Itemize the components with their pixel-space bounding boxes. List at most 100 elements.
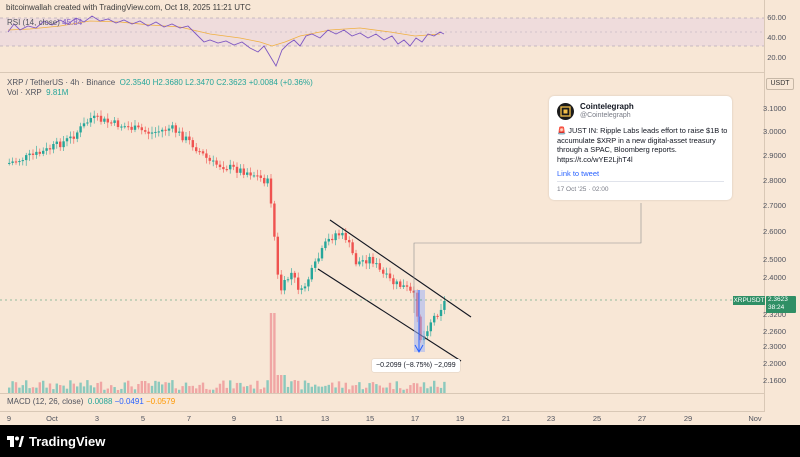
candle-body [62, 141, 65, 148]
candle-body [178, 131, 181, 133]
volume-bar [127, 380, 130, 393]
candle-body [256, 175, 259, 177]
volume-bar [388, 382, 392, 393]
time-axis-label: 21 [501, 414, 511, 423]
candle-body [31, 153, 35, 155]
candle-body [167, 128, 171, 131]
time-axis-label: 15 [365, 414, 375, 423]
candle-body [130, 126, 133, 130]
rsi-legend-name: RSI (14, close) [7, 18, 60, 27]
volume-bar [113, 387, 116, 393]
pane-separator-rsi[interactable] [0, 72, 764, 73]
candle-body [341, 232, 344, 236]
candle-body [354, 253, 358, 265]
volume-bar [178, 389, 181, 393]
volume-bar [106, 388, 109, 393]
candle-body [195, 147, 198, 152]
volume-bar [55, 383, 58, 393]
measure-label: −0.2099 (−8.75%) −2,099 [372, 359, 460, 372]
volume-bar [361, 389, 364, 393]
volume-bar [266, 380, 269, 393]
tradingview-footer: TradingView [0, 425, 800, 457]
candle-body [429, 322, 432, 332]
time-axis-label: 9 [6, 414, 12, 423]
volume-bars [8, 313, 446, 393]
time-axis-label: 19 [455, 414, 465, 423]
price-axis-2.26: 2.2600 [763, 327, 786, 336]
time-axis-label: 23 [546, 414, 556, 423]
volume-bar [307, 382, 310, 393]
volume-bar [419, 386, 422, 393]
time-axis-label: 13 [320, 414, 330, 423]
price-axis-2.15: 2.1600 [763, 376, 786, 385]
pane-separator-macd[interactable] [0, 393, 764, 394]
symbol-title[interactable]: XRP / TetherUS · 4h · Binance [7, 78, 116, 87]
volume-bar [72, 383, 75, 393]
volume-bar [249, 384, 252, 393]
volume-bar [42, 380, 45, 393]
candle-body [69, 136, 72, 139]
candle-body [334, 233, 337, 241]
volume-header: Vol · XRP 9.81M [7, 88, 68, 97]
symbol-price-tag: XRPUSDT [733, 296, 765, 305]
candle-body [324, 241, 327, 249]
volume-bar [11, 381, 14, 393]
price-axis-2.32: 2.3200 [763, 310, 786, 319]
tweet-card[interactable]: Cointelegraph @Cointelegraph 🚨 JUST IN: … [549, 96, 732, 200]
tweet-text: 🚨 JUST IN: Ripple Labs leads effort to r… [557, 126, 728, 164]
candle-body [198, 151, 201, 153]
change-value: +0.0084 (+0.36%) [248, 78, 313, 87]
price-pane[interactable] [0, 73, 764, 393]
candle-body [249, 172, 252, 176]
volume-bar [405, 388, 409, 393]
volume-bar [297, 380, 300, 393]
volume-bar [259, 389, 262, 393]
volume-bar [123, 382, 126, 393]
candle-body [361, 260, 364, 262]
volume-bar [147, 383, 150, 393]
volume-bar [402, 389, 405, 393]
time-axis-label: 25 [592, 414, 602, 423]
candle-body [25, 155, 28, 161]
high-value: H2.3680 [152, 78, 183, 87]
volume-bar [116, 389, 120, 393]
volume-bar [341, 387, 344, 393]
volume-bar [184, 382, 188, 393]
candle-body [218, 164, 222, 168]
volume-bar [69, 380, 72, 393]
candle-body [113, 120, 116, 123]
candle-body [157, 131, 160, 133]
volume-bar [174, 388, 177, 393]
candle-body [82, 123, 86, 127]
tweet-link[interactable]: Link to tweet [557, 169, 600, 178]
volume-bar [269, 313, 273, 393]
volume-bar [76, 386, 79, 393]
volume-bar [382, 387, 385, 393]
price-axis-2.9: 2.9000 [763, 151, 786, 160]
volume-bar [365, 387, 368, 393]
volume-bar [198, 384, 201, 393]
candle-body [184, 136, 188, 141]
current-price-value: 2.3623 [768, 296, 788, 303]
price-axis-2.4: 2.4000 [763, 273, 786, 282]
volume-bar [21, 385, 24, 393]
volume-bar [65, 388, 69, 393]
volume-bar [290, 381, 293, 393]
time-axis-label: 27 [637, 414, 647, 423]
cointelegraph-avatar [557, 103, 574, 120]
candle-body [269, 178, 273, 204]
open-value: O2.3540 [119, 78, 151, 87]
volume-bar [45, 387, 48, 393]
macd-legend: MACD (12, 26, close) 0.0088 −0.0491 −0.0… [7, 397, 175, 406]
currency-badge[interactable]: USDT [766, 78, 794, 90]
candle-body [395, 281, 398, 285]
candle-body [283, 280, 286, 291]
time-axis-label: 11 [275, 414, 283, 423]
rsi-legend-value: 45.84 [62, 18, 83, 27]
candle-body [368, 256, 371, 264]
volume-bar [82, 386, 86, 393]
tradingview-logo[interactable]: TradingView [7, 434, 105, 449]
price-axis-2.6: 2.6000 [763, 227, 786, 236]
candle-body [263, 177, 266, 184]
candle-body [133, 125, 137, 130]
